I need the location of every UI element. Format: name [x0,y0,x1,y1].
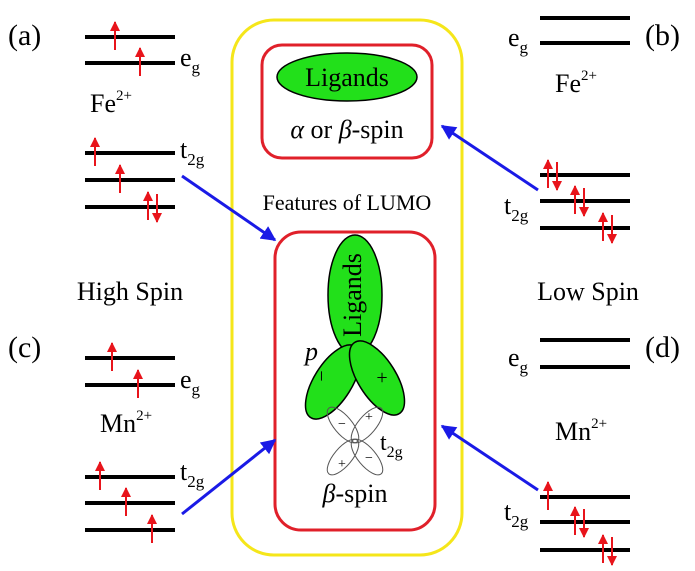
eg-label: eg [180,43,201,77]
t2g-label-part: 2g [187,472,205,491]
eg-label-part: g [192,380,201,399]
ligand-label-part: Ligands [305,63,389,92]
ion-label-part: 2+ [581,68,597,84]
spin-state: High Spin [77,277,183,306]
lobe-sign-part: − [365,451,373,466]
eg-label: eg [508,23,529,57]
t2g-label-part: 2g [187,150,205,169]
spin-label: β-spin [322,479,388,508]
eg-label-part: g [520,38,529,57]
eg-label: eg [508,343,529,377]
ligand-label-part: Ligands [338,253,367,337]
pointer-arrow [442,126,538,190]
ion-label: Mn2+ [100,408,152,438]
panel-label: (b) [645,19,680,52]
eg-label-part: e [508,343,520,372]
t2g-label-part: 2g [511,206,529,225]
eg-label: eg [180,365,201,399]
pointer-arrow [442,426,538,490]
lobe-sign: − [338,417,346,432]
eg-label-part: g [520,358,529,377]
ion-label: Fe2+ [555,68,597,98]
ion-label: Fe2+ [90,88,132,118]
lobe-sign-part: − [338,417,346,432]
eg-label-part: e [180,365,192,394]
ion-label-part: 2+ [116,88,132,104]
spin-state-part: High Spin [77,277,183,306]
ion-label-part: Mn [555,417,591,446]
ion-label-part: Mn [100,409,136,438]
pointer-arrow [182,176,275,240]
panel-label: (c) [8,331,41,364]
t2g-label: t2g [504,191,529,225]
ion-label-part: Fe [90,89,116,118]
lobe-sign: − [311,370,333,381]
spin-label: α or β-spin [290,115,403,144]
panel-label: (a) [8,19,41,52]
lobe-sign-part: + [376,367,387,389]
t2g-label: t2g [380,430,403,461]
ligand-label: Ligands [305,63,389,92]
p-label: p [303,337,318,366]
ligand-label: Ligands [338,253,367,337]
spin-label-part: -spin [352,115,404,144]
ion-label-part: 2+ [136,408,152,424]
ion-label: Mn2+ [555,416,607,446]
eg-label-part: e [180,43,192,72]
eg-label-part: g [192,58,201,77]
lobe-sign: + [365,410,373,425]
spin-label-part: β [322,479,336,508]
lobe-sign-part: + [365,410,373,425]
lobe-sign: − [365,451,373,466]
ion-label-part: 2+ [591,416,607,432]
spin-label-part: or [304,115,339,144]
spin-label-part: β [338,115,352,144]
lobe-sign-part: − [311,370,333,381]
eg-label-part: e [508,23,520,52]
t2g-label: t2g [180,457,205,491]
caption-part: Features of LUMO [263,190,432,215]
panel-label-part: (b) [645,19,680,52]
t2g-label-part: 2g [511,512,529,531]
lobe-sign: + [376,367,387,389]
spin-state: Low Spin [537,277,639,306]
ion-label-part: Fe [555,69,581,98]
panel-label-part: (a) [8,19,41,52]
caption: Features of LUMO [263,190,432,215]
panel-label-part: (c) [8,331,41,364]
panel-label-part: (d) [645,331,680,364]
lobe-sign-part: + [338,457,346,472]
spin-state-part: Low Spin [537,277,639,306]
panel-label: (d) [645,331,680,364]
t2g-label-part: 2g [387,444,403,461]
lobe-sign: + [338,457,346,472]
diagram: (a)egt2gFe2+(b)egt2gFe2+(c)egt2gMn2+(d)e… [0,0,695,571]
spin-label-part: -spin [335,479,387,508]
t2g-label: t2g [504,497,529,531]
p-label-part: p [303,337,318,366]
t2g-label: t2g [180,135,205,169]
t2g-orbital [322,402,388,479]
